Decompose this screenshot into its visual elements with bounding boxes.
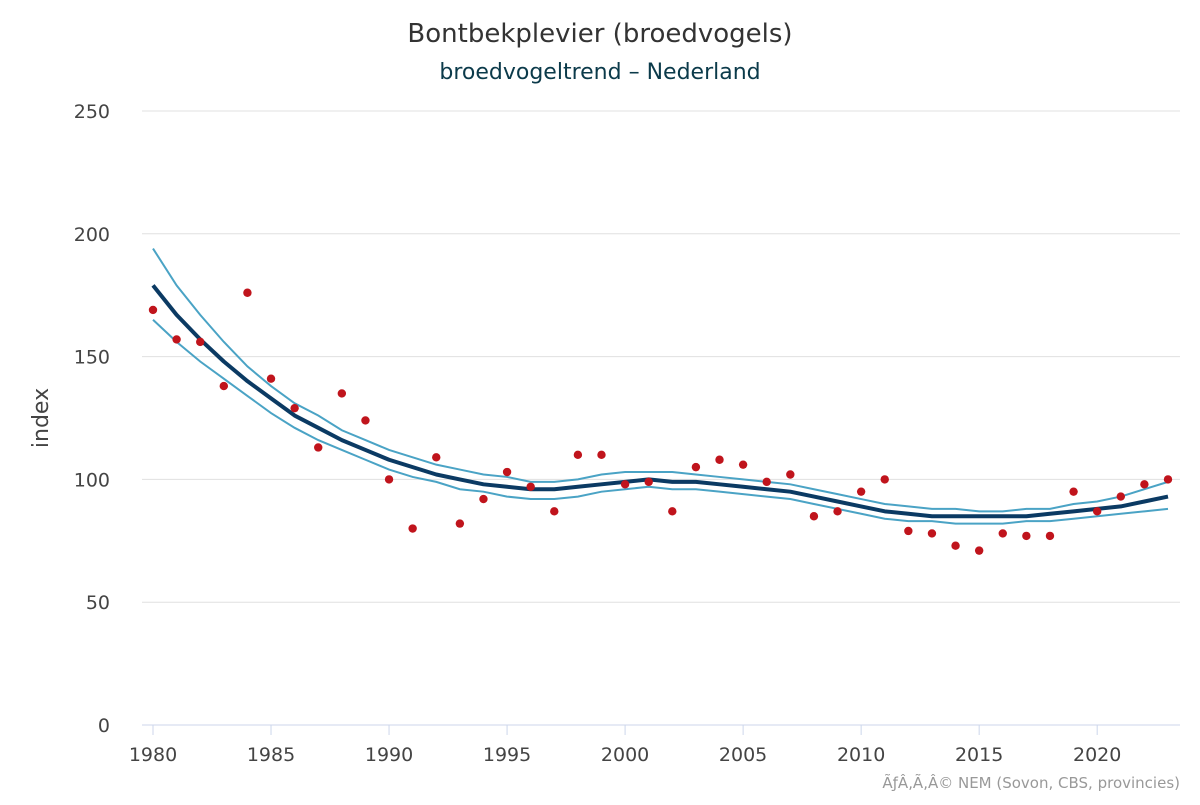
observed-point[interactable] (597, 450, 606, 460)
observed-point[interactable] (856, 487, 866, 496)
observed-point[interactable] (196, 337, 205, 347)
observed-point[interactable] (172, 335, 181, 344)
x-tick-label: 1985 (247, 744, 295, 766)
y-tick-label: 200 (74, 224, 110, 246)
observed-point[interactable] (762, 477, 771, 487)
observed-point[interactable] (502, 467, 512, 477)
y-axis-label: index (29, 388, 54, 448)
trend-line[interactable] (151, 284, 1169, 519)
observed-point[interactable] (715, 455, 724, 464)
observed-point[interactable] (786, 470, 795, 479)
y-tick-label: 0 (98, 715, 110, 737)
observed-point[interactable] (455, 519, 465, 528)
x-tick-label: 1980 (129, 744, 177, 766)
observed-points (148, 288, 1173, 555)
chart-title: Bontbekplevier (broedvogels) (407, 19, 792, 49)
observed-point[interactable] (998, 529, 1007, 538)
upper-bound-line[interactable] (152, 248, 1169, 513)
y-tick-label: 100 (74, 469, 110, 491)
observed-point[interactable] (1092, 507, 1102, 516)
observed-point[interactable] (951, 541, 960, 550)
x-tick-label: 1990 (365, 744, 413, 766)
x-tick-label: 2000 (601, 744, 649, 766)
observed-point[interactable] (290, 403, 299, 413)
credit-text[interactable]: ÃƒÂ‚Ã‚Â© NEM (Sovon, CBS, provincies) (882, 773, 1180, 792)
y-tick-labels: 0 50 100 150 200 250 (74, 101, 110, 737)
lower-bound-line[interactable] (152, 319, 1169, 525)
observed-point[interactable] (1140, 480, 1149, 489)
observed-point[interactable] (809, 512, 819, 521)
observed-point[interactable] (974, 546, 984, 555)
y-tick-label: 50 (86, 592, 110, 614)
observed-point[interactable] (833, 507, 842, 516)
observed-point[interactable] (904, 526, 913, 536)
observed-point[interactable] (738, 460, 748, 469)
observed-point[interactable] (526, 482, 535, 491)
observed-point[interactable] (1022, 531, 1031, 541)
chart-subtitle: broedvogeltrend – Nederland (439, 60, 760, 85)
x-tick-label: 1995 (483, 744, 531, 766)
x-tick-label: 2020 (1073, 744, 1121, 766)
grid-lines (142, 110, 1180, 603)
y-tick-label: 150 (74, 347, 110, 369)
observed-point[interactable] (1163, 475, 1173, 484)
x-tick-label: 2015 (955, 744, 1003, 766)
x-tick-label: 2005 (719, 744, 767, 766)
observed-point[interactable] (219, 381, 229, 391)
observed-point[interactable] (927, 529, 937, 538)
observed-point[interactable] (408, 524, 417, 533)
y-tick-label: 250 (74, 101, 110, 123)
observed-point[interactable] (337, 389, 347, 398)
observed-point[interactable] (361, 416, 370, 425)
observed-point[interactable] (266, 374, 276, 383)
observed-point[interactable] (384, 475, 394, 484)
observed-point[interactable] (432, 453, 441, 462)
observed-point[interactable] (550, 507, 559, 516)
observed-point[interactable] (620, 480, 630, 489)
observed-point[interactable] (243, 288, 252, 297)
series-group (151, 248, 1169, 525)
observed-point[interactable] (644, 477, 653, 487)
observed-point[interactable] (148, 305, 158, 315)
observed-point[interactable] (691, 462, 701, 472)
observed-point[interactable] (1045, 531, 1055, 541)
observed-point[interactable] (668, 507, 677, 516)
observed-point[interactable] (1116, 492, 1125, 501)
observed-point[interactable] (1069, 487, 1078, 496)
observed-point[interactable] (479, 494, 488, 504)
observed-point[interactable] (573, 450, 583, 460)
observed-point[interactable] (314, 443, 323, 452)
observed-point[interactable] (880, 475, 889, 484)
x-tick-labels: 1980 1985 1990 1995 2000 2005 2010 2015 2020 (129, 725, 1121, 766)
x-tick-label: 2010 (837, 744, 885, 766)
